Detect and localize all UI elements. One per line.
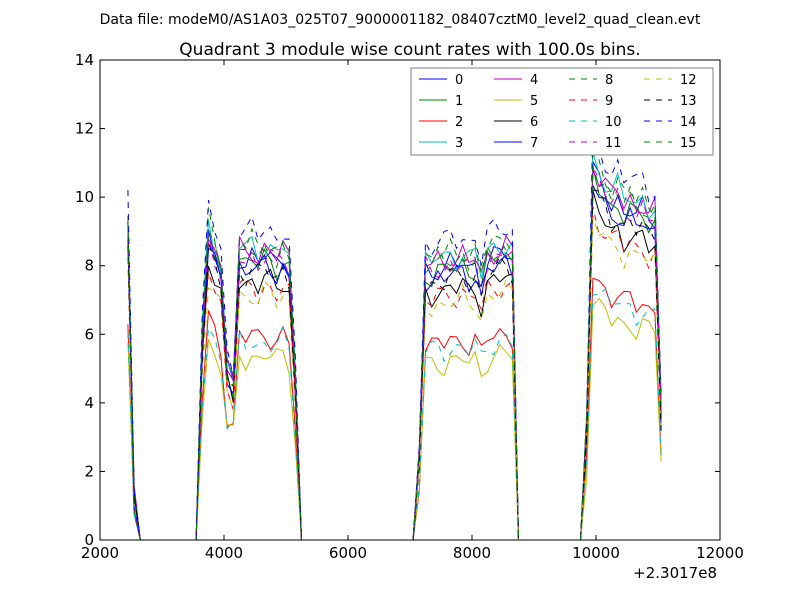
legend-label-14: 14 bbox=[680, 115, 697, 130]
x-tick-label: 4000 bbox=[205, 544, 243, 562]
x-tick-label: 8000 bbox=[453, 544, 491, 562]
chart-title: Quadrant 3 module wise count rates with … bbox=[179, 40, 640, 60]
figure-suptitle: Data file: modeM0/AS1A03_025T07_90000011… bbox=[100, 12, 701, 28]
legend-label-5: 5 bbox=[530, 94, 538, 109]
series-line-7 bbox=[127, 185, 662, 541]
legend-label-15: 15 bbox=[680, 136, 697, 151]
legend-label-12: 12 bbox=[680, 73, 697, 88]
legend-label-7: 7 bbox=[530, 136, 538, 151]
legend-frame bbox=[410, 67, 714, 156]
legend-label-8: 8 bbox=[605, 73, 613, 88]
y-tick-label: 8 bbox=[84, 257, 94, 275]
legend-label-4: 4 bbox=[530, 73, 538, 88]
plot-lines bbox=[127, 121, 662, 541]
legend-label-2: 2 bbox=[455, 115, 463, 130]
y-tick-label: 4 bbox=[84, 394, 94, 412]
y-tick-label: 12 bbox=[75, 120, 94, 138]
y-tick-label: 10 bbox=[75, 188, 94, 206]
legend-label-11: 11 bbox=[605, 136, 622, 151]
legend-label-10: 10 bbox=[605, 115, 622, 130]
x-tick-label: 2000 bbox=[81, 544, 119, 562]
series-line-5 bbox=[127, 297, 662, 541]
legend-label-13: 13 bbox=[680, 94, 697, 109]
series-line-3 bbox=[127, 151, 662, 541]
x-tick-label: 12000 bbox=[696, 544, 744, 562]
legend-label-6: 6 bbox=[530, 115, 538, 130]
legend-label-3: 3 bbox=[455, 136, 463, 151]
y-tick-label: 6 bbox=[84, 325, 94, 343]
series-line-10 bbox=[127, 288, 662, 541]
y-tick-label: 14 bbox=[75, 51, 94, 69]
x-tick-label: 6000 bbox=[329, 544, 367, 562]
series-line-13 bbox=[127, 189, 662, 541]
plot-frame bbox=[99, 59, 721, 541]
series-line-12 bbox=[127, 217, 662, 541]
y-tick-label: 2 bbox=[84, 462, 94, 480]
series-line-8 bbox=[127, 147, 662, 541]
x-tick-label: 10000 bbox=[572, 544, 620, 562]
legend-label-0: 0 bbox=[455, 73, 463, 88]
series-line-4 bbox=[127, 169, 662, 541]
series-line-14 bbox=[127, 121, 662, 541]
legend-label-1: 1 bbox=[455, 94, 463, 109]
series-line-6 bbox=[127, 190, 662, 541]
legend-label-9: 9 bbox=[605, 94, 613, 109]
x-offset-label: +2.3017e8 bbox=[633, 564, 717, 582]
y-tick-label: 0 bbox=[84, 531, 94, 549]
